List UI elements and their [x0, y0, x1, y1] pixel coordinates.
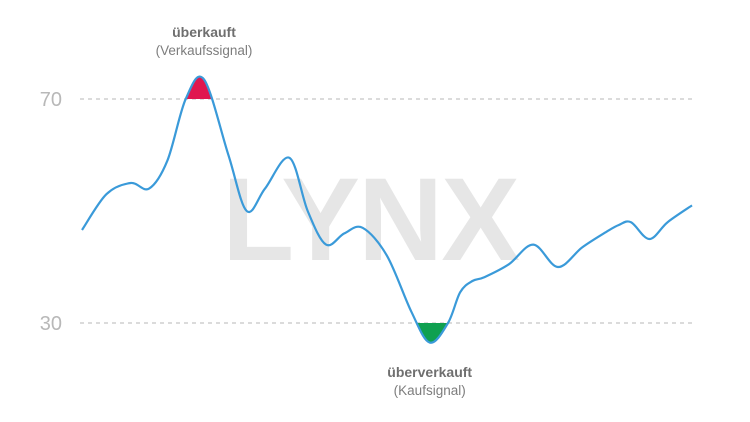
- overbought-label: überkauft: [172, 24, 236, 40]
- oversold-label: überverkauft: [387, 364, 472, 380]
- y-tick-label-30: 30: [40, 313, 62, 335]
- y-tick-label-70: 70: [40, 89, 62, 111]
- y-axis-ticks: 70 30: [40, 89, 62, 335]
- buy-signal-label: (Kaufsignal): [394, 383, 466, 398]
- watermark-logo: LYNX: [222, 154, 519, 286]
- sell-signal-label: (Verkaufssignal): [156, 43, 253, 58]
